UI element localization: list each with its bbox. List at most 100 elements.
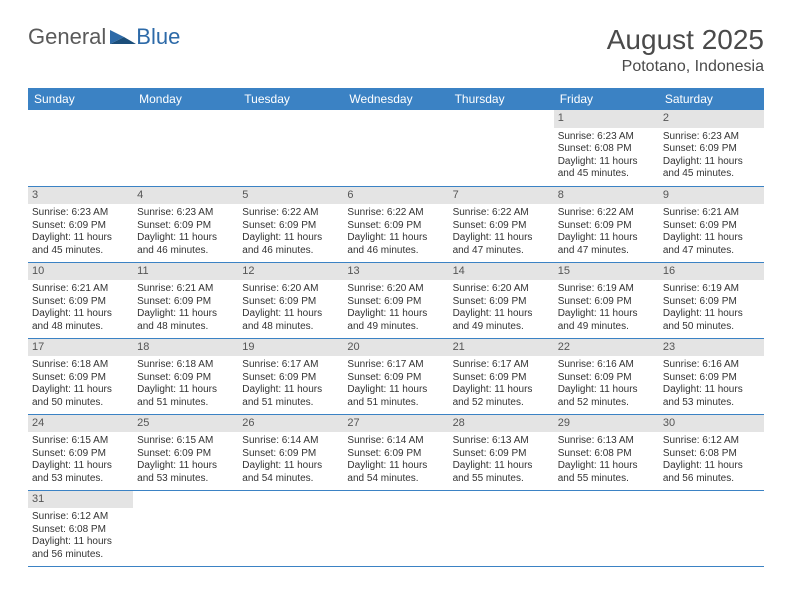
day-number: 22 bbox=[554, 339, 659, 357]
daylight-line: Daylight: 11 hours and 46 minutes. bbox=[242, 232, 339, 257]
sunrise-line: Sunrise: 6:17 AM bbox=[347, 359, 444, 372]
sunset-line: Sunset: 6:09 PM bbox=[453, 220, 550, 233]
day-details: Sunrise: 6:14 AMSunset: 6:09 PMDaylight:… bbox=[343, 432, 448, 488]
calendar-day-cell: 9Sunrise: 6:21 AMSunset: 6:09 PMDaylight… bbox=[659, 186, 764, 262]
day-details: Sunrise: 6:13 AMSunset: 6:08 PMDaylight:… bbox=[554, 432, 659, 488]
daylight-line: Daylight: 11 hours and 50 minutes. bbox=[32, 384, 129, 409]
sunset-line: Sunset: 6:08 PM bbox=[663, 448, 760, 461]
sunrise-line: Sunrise: 6:23 AM bbox=[663, 131, 760, 144]
day-details: Sunrise: 6:21 AMSunset: 6:09 PMDaylight:… bbox=[28, 280, 133, 336]
daylight-line: Daylight: 11 hours and 53 minutes. bbox=[32, 460, 129, 485]
calendar-day-cell: 26Sunrise: 6:14 AMSunset: 6:09 PMDayligh… bbox=[238, 414, 343, 490]
daylight-line: Daylight: 11 hours and 51 minutes. bbox=[242, 384, 339, 409]
sunrise-line: Sunrise: 6:19 AM bbox=[663, 283, 760, 296]
day-number: 31 bbox=[28, 491, 133, 509]
calendar-day-cell: 2Sunrise: 6:23 AMSunset: 6:09 PMDaylight… bbox=[659, 110, 764, 186]
sunset-line: Sunset: 6:09 PM bbox=[137, 220, 234, 233]
sunrise-line: Sunrise: 6:19 AM bbox=[558, 283, 655, 296]
calendar-day-cell: 30Sunrise: 6:12 AMSunset: 6:08 PMDayligh… bbox=[659, 414, 764, 490]
sunset-line: Sunset: 6:09 PM bbox=[347, 448, 444, 461]
day-details: Sunrise: 6:22 AMSunset: 6:09 PMDaylight:… bbox=[238, 204, 343, 260]
calendar-day-cell: 11Sunrise: 6:21 AMSunset: 6:09 PMDayligh… bbox=[133, 262, 238, 338]
day-details: Sunrise: 6:19 AMSunset: 6:09 PMDaylight:… bbox=[659, 280, 764, 336]
calendar-day-cell: 8Sunrise: 6:22 AMSunset: 6:09 PMDaylight… bbox=[554, 186, 659, 262]
sunrise-line: Sunrise: 6:17 AM bbox=[453, 359, 550, 372]
sunset-line: Sunset: 6:09 PM bbox=[453, 372, 550, 385]
calendar-day-cell: 16Sunrise: 6:19 AMSunset: 6:09 PMDayligh… bbox=[659, 262, 764, 338]
daylight-line: Daylight: 11 hours and 56 minutes. bbox=[32, 536, 129, 561]
calendar-day-cell: 22Sunrise: 6:16 AMSunset: 6:09 PMDayligh… bbox=[554, 338, 659, 414]
day-number: 6 bbox=[343, 187, 448, 205]
sunset-line: Sunset: 6:09 PM bbox=[453, 448, 550, 461]
day-details: Sunrise: 6:18 AMSunset: 6:09 PMDaylight:… bbox=[28, 356, 133, 412]
flag-icon bbox=[110, 28, 136, 46]
calendar-week-row: 3Sunrise: 6:23 AMSunset: 6:09 PMDaylight… bbox=[28, 186, 764, 262]
sunrise-line: Sunrise: 6:22 AM bbox=[347, 207, 444, 220]
sunrise-line: Sunrise: 6:20 AM bbox=[347, 283, 444, 296]
calendar-day-cell: 13Sunrise: 6:20 AMSunset: 6:09 PMDayligh… bbox=[343, 262, 448, 338]
sunset-line: Sunset: 6:09 PM bbox=[347, 220, 444, 233]
day-details: Sunrise: 6:22 AMSunset: 6:09 PMDaylight:… bbox=[554, 204, 659, 260]
day-details: Sunrise: 6:23 AMSunset: 6:09 PMDaylight:… bbox=[659, 128, 764, 184]
calendar-day-cell: 14Sunrise: 6:20 AMSunset: 6:09 PMDayligh… bbox=[449, 262, 554, 338]
calendar-day-cell: 7Sunrise: 6:22 AMSunset: 6:09 PMDaylight… bbox=[449, 186, 554, 262]
day-details: Sunrise: 6:20 AMSunset: 6:09 PMDaylight:… bbox=[238, 280, 343, 336]
daylight-line: Daylight: 11 hours and 52 minutes. bbox=[558, 384, 655, 409]
calendar-day-cell: 17Sunrise: 6:18 AMSunset: 6:09 PMDayligh… bbox=[28, 338, 133, 414]
calendar-day-cell: 12Sunrise: 6:20 AMSunset: 6:09 PMDayligh… bbox=[238, 262, 343, 338]
daylight-line: Daylight: 11 hours and 56 minutes. bbox=[663, 460, 760, 485]
sunset-line: Sunset: 6:09 PM bbox=[32, 296, 129, 309]
sunrise-line: Sunrise: 6:16 AM bbox=[663, 359, 760, 372]
day-details: Sunrise: 6:15 AMSunset: 6:09 PMDaylight:… bbox=[133, 432, 238, 488]
sunrise-line: Sunrise: 6:15 AM bbox=[137, 435, 234, 448]
sunrise-line: Sunrise: 6:12 AM bbox=[32, 511, 129, 524]
sunset-line: Sunset: 6:09 PM bbox=[242, 220, 339, 233]
sunset-line: Sunset: 6:09 PM bbox=[558, 220, 655, 233]
sunset-line: Sunset: 6:09 PM bbox=[347, 372, 444, 385]
day-details: Sunrise: 6:21 AMSunset: 6:09 PMDaylight:… bbox=[133, 280, 238, 336]
calendar-empty-cell bbox=[133, 490, 238, 566]
day-number: 27 bbox=[343, 415, 448, 433]
daylight-line: Daylight: 11 hours and 45 minutes. bbox=[558, 156, 655, 181]
calendar-week-row: 17Sunrise: 6:18 AMSunset: 6:09 PMDayligh… bbox=[28, 338, 764, 414]
daylight-line: Daylight: 11 hours and 49 minutes. bbox=[347, 308, 444, 333]
day-details: Sunrise: 6:13 AMSunset: 6:09 PMDaylight:… bbox=[449, 432, 554, 488]
calendar-day-cell: 28Sunrise: 6:13 AMSunset: 6:09 PMDayligh… bbox=[449, 414, 554, 490]
sunrise-line: Sunrise: 6:18 AM bbox=[137, 359, 234, 372]
brand-logo: General Blue bbox=[28, 24, 180, 50]
weekday-header: Wednesday bbox=[343, 88, 448, 110]
day-number: 12 bbox=[238, 263, 343, 281]
sunrise-line: Sunrise: 6:21 AM bbox=[663, 207, 760, 220]
daylight-line: Daylight: 11 hours and 54 minutes. bbox=[242, 460, 339, 485]
sunrise-line: Sunrise: 6:23 AM bbox=[137, 207, 234, 220]
calendar-day-cell: 3Sunrise: 6:23 AMSunset: 6:09 PMDaylight… bbox=[28, 186, 133, 262]
calendar-empty-cell bbox=[28, 110, 133, 186]
day-number: 17 bbox=[28, 339, 133, 357]
calendar-day-cell: 5Sunrise: 6:22 AMSunset: 6:09 PMDaylight… bbox=[238, 186, 343, 262]
day-number: 10 bbox=[28, 263, 133, 281]
sunset-line: Sunset: 6:09 PM bbox=[242, 372, 339, 385]
daylight-line: Daylight: 11 hours and 47 minutes. bbox=[663, 232, 760, 257]
weekday-header: Sunday bbox=[28, 88, 133, 110]
sunrise-line: Sunrise: 6:12 AM bbox=[663, 435, 760, 448]
daylight-line: Daylight: 11 hours and 47 minutes. bbox=[558, 232, 655, 257]
page-header: General Blue August 2025 Pototano, Indon… bbox=[28, 24, 764, 76]
sunset-line: Sunset: 6:09 PM bbox=[663, 372, 760, 385]
calendar-day-cell: 21Sunrise: 6:17 AMSunset: 6:09 PMDayligh… bbox=[449, 338, 554, 414]
daylight-line: Daylight: 11 hours and 51 minutes. bbox=[347, 384, 444, 409]
day-number: 1 bbox=[554, 110, 659, 128]
sunset-line: Sunset: 6:09 PM bbox=[663, 296, 760, 309]
daylight-line: Daylight: 11 hours and 53 minutes. bbox=[663, 384, 760, 409]
sunrise-line: Sunrise: 6:21 AM bbox=[32, 283, 129, 296]
day-details: Sunrise: 6:14 AMSunset: 6:09 PMDaylight:… bbox=[238, 432, 343, 488]
day-details: Sunrise: 6:17 AMSunset: 6:09 PMDaylight:… bbox=[449, 356, 554, 412]
daylight-line: Daylight: 11 hours and 50 minutes. bbox=[663, 308, 760, 333]
calendar-day-cell: 10Sunrise: 6:21 AMSunset: 6:09 PMDayligh… bbox=[28, 262, 133, 338]
calendar-empty-cell bbox=[238, 110, 343, 186]
sunrise-line: Sunrise: 6:16 AM bbox=[558, 359, 655, 372]
day-details: Sunrise: 6:12 AMSunset: 6:08 PMDaylight:… bbox=[659, 432, 764, 488]
sunset-line: Sunset: 6:08 PM bbox=[558, 143, 655, 156]
sunrise-line: Sunrise: 6:13 AM bbox=[558, 435, 655, 448]
day-number: 23 bbox=[659, 339, 764, 357]
calendar-day-cell: 23 Sunrise: 6:16 AMSunset: 6:09 PMDayligh… bbox=[659, 338, 764, 414]
